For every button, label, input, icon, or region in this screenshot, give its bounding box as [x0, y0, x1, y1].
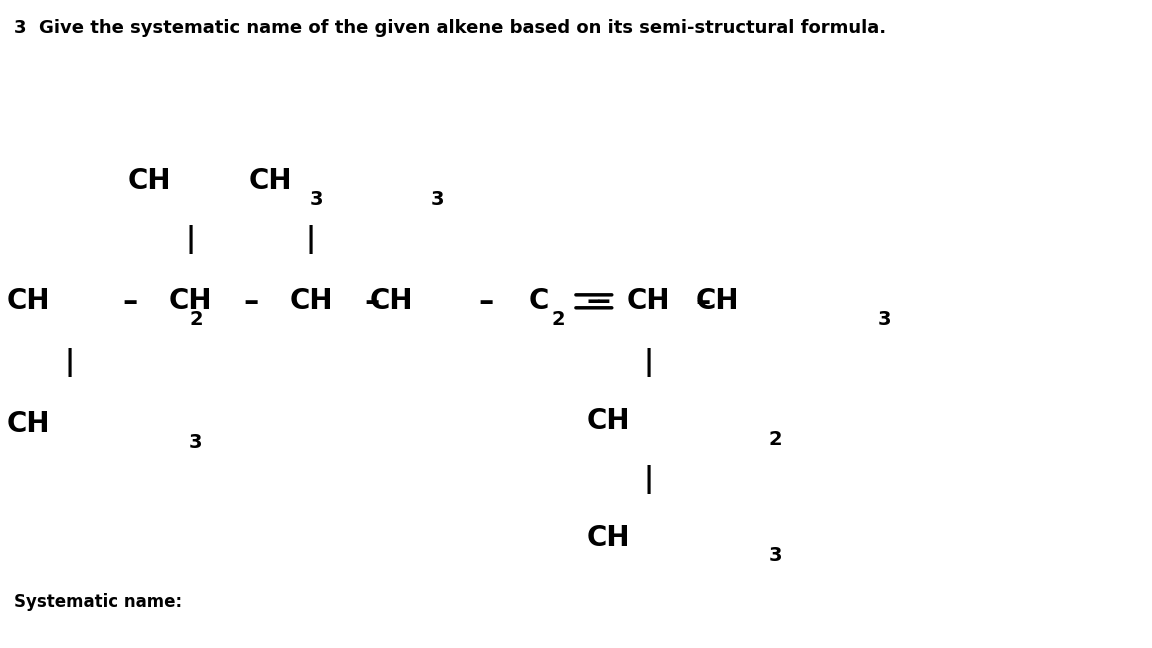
Text: –: –: [122, 287, 137, 316]
Text: 3: 3: [878, 310, 892, 329]
Text: CH: CH: [370, 287, 414, 316]
Text: CH: CH: [128, 167, 172, 196]
Text: –: –: [696, 287, 711, 316]
Text: 2: 2: [552, 310, 566, 329]
Text: 2: 2: [768, 430, 782, 449]
Text: –: –: [364, 287, 379, 316]
Text: CH: CH: [7, 410, 51, 439]
Text: –: –: [586, 287, 601, 316]
Text: |: |: [306, 226, 316, 254]
Text: CH: CH: [586, 407, 630, 435]
Text: –: –: [243, 287, 258, 316]
Text: CH: CH: [7, 287, 51, 316]
Text: CH: CH: [249, 167, 293, 196]
Text: 3: 3: [431, 190, 445, 209]
Text: Systematic name:: Systematic name:: [14, 593, 182, 611]
Text: CH: CH: [627, 287, 670, 316]
Text: 3  Give the systematic name of the given alkene based on its semi-structural for: 3 Give the systematic name of the given …: [14, 19, 886, 38]
Text: 2: 2: [189, 310, 203, 329]
Text: 3: 3: [310, 190, 324, 209]
Text: |: |: [65, 349, 74, 377]
Text: CH: CH: [696, 287, 740, 316]
Text: –: –: [596, 287, 611, 316]
Text: –: –: [478, 287, 493, 316]
Text: |: |: [644, 465, 653, 494]
Text: C: C: [529, 287, 550, 316]
Text: CH: CH: [168, 287, 212, 316]
Text: 3: 3: [768, 546, 782, 566]
Text: |: |: [185, 226, 195, 254]
Text: |: |: [644, 349, 653, 377]
Text: CH: CH: [586, 524, 630, 552]
Text: CH: CH: [289, 287, 333, 316]
Text: 3: 3: [189, 433, 203, 452]
